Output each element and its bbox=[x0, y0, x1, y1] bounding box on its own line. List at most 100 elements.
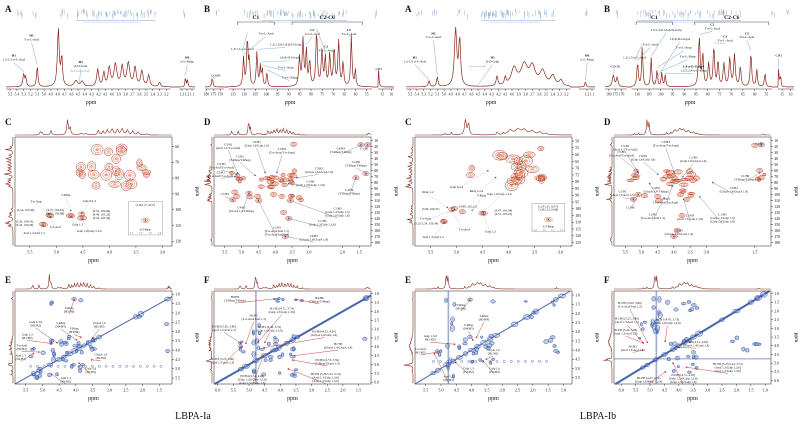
plot-frame bbox=[414, 136, 573, 247]
panel-lbpa-ib-f-noesy: F 6.0 5.5 5.0 4.5 4.0 3.5 3.0 2.5 2.0 1.5 1.0 1.0 1.5… bbox=[601, 271, 798, 408]
svg-text:4.2: 4.2 bbox=[496, 93, 501, 97]
svg-text:15: 15 bbox=[780, 93, 784, 97]
svg-text:C4/H1: C4/H1 bbox=[237, 205, 246, 209]
top-projection-trace bbox=[614, 119, 771, 136]
svg-text:C6/H4: C6/H4 bbox=[337, 147, 346, 151]
svg-text:C4/H1: C4/H1 bbox=[652, 186, 661, 190]
svg-text:(4.89, 102.22): (4.89, 102.22) bbox=[459, 205, 477, 210]
svg-text:75: 75 bbox=[320, 93, 324, 97]
x-axis: 5.5 5.4 5.3 5.2 5.1 5.0 4.9 4.8 4.7 4.6 4.5 4.4 4.3 4… bbox=[6, 88, 195, 97]
svg-text:α-L-Rhap: α-L-Rhap bbox=[581, 57, 595, 61]
svg-text:(H1/H2): (H1/H2) bbox=[16, 347, 26, 351]
axes: 5.5 5.0 4.5 4.0 3.5 3.0 1.5 10 20 30 40 50 60 70 80 90 1… bbox=[623, 139, 780, 255]
x-axis-label: ppm bbox=[486, 100, 497, 106]
contour-blobs bbox=[637, 295, 762, 374]
svg-text:α-L-Rhap: α-L-Rhap bbox=[181, 60, 195, 64]
svg-text:50: 50 bbox=[374, 163, 378, 167]
svg-text:4.0: 4.0 bbox=[278, 388, 283, 393]
svg-text:2.5: 2.5 bbox=[374, 319, 379, 323]
t1-noise-circle-row bbox=[29, 364, 163, 368]
svg-text:Galp 1,3: Galp 1,3 bbox=[72, 222, 83, 227]
svg-text:4.5: 4.5 bbox=[662, 388, 667, 393]
svg-text:2.0: 2.0 bbox=[140, 388, 145, 393]
region-bracket: C1 bbox=[635, 15, 673, 25]
svg-text:5.3: 5.3 bbox=[21, 93, 26, 97]
svg-text:1.4: 1.4 bbox=[533, 228, 537, 231]
svg-text:90: 90 bbox=[575, 194, 579, 198]
svg-text:(Galp 1,6/Galp 1,3,6): (Galp 1,6/Galp 1,3,6) bbox=[654, 321, 681, 326]
svg-text:4.1: 4.1 bbox=[503, 93, 508, 97]
svg-text:110: 110 bbox=[575, 221, 581, 225]
svg-text:3.9: 3.9 bbox=[517, 93, 522, 97]
svg-text:2.0: 2.0 bbox=[340, 250, 345, 255]
svg-text:5.3: 5.3 bbox=[421, 93, 426, 97]
panel-letter: D bbox=[604, 117, 611, 127]
svg-text:1,3/1,3,6/1,6-β-D-Galp: 1,3/1,3,6/1,6-β-D-Galp bbox=[270, 42, 302, 47]
svg-text:(Galp 1,3,6/Galp 1,6): (Galp 1,3,6/Galp 1,6) bbox=[239, 381, 266, 386]
t1-noise-circle-row bbox=[432, 360, 548, 363]
svg-text:(T-Rhap/T-Rhap): (T-Rhap/T-Rhap) bbox=[345, 163, 366, 167]
svg-text:T-α-L-Arap: T-α-L-Arap bbox=[278, 66, 294, 70]
vertical-streak bbox=[255, 291, 257, 384]
svg-text:(Galp 1,6/Galp 1,3,6): (Galp 1,6/Galp 1,3,6) bbox=[256, 329, 283, 334]
left-projection-trace bbox=[8, 291, 14, 384]
svg-text:H1: H1 bbox=[12, 54, 17, 58]
svg-text:2.0: 2.0 bbox=[340, 388, 345, 393]
svg-text:(T-α-Araf/Araf 1,3): (T-α-Araf/Araf 1,3) bbox=[265, 233, 289, 238]
svg-text:3.9: 3.9 bbox=[117, 93, 122, 97]
svg-text:2.5: 2.5 bbox=[123, 388, 128, 393]
svg-text:1.5: 1.5 bbox=[157, 388, 162, 393]
svg-text:60: 60 bbox=[175, 145, 179, 149]
svg-text:Araf 1,3/Araf 1,5: Araf 1,3/Araf 1,5 bbox=[23, 231, 45, 236]
svg-text:4.5: 4.5 bbox=[56, 388, 61, 393]
cross-peak-annotations: T-α-Arap 5-Rhap Galp 6/1,4 (5.14, 103.46) (4… bbox=[16, 193, 110, 236]
y-axis-label: ppm bbox=[393, 333, 398, 344]
svg-text:Galp 1,3: Galp 1,3 bbox=[463, 366, 474, 371]
svg-text:T-α-Araf: T-α-Araf bbox=[50, 225, 62, 229]
svg-text:4.5: 4.5 bbox=[575, 358, 580, 362]
svg-text:1.5: 1.5 bbox=[546, 388, 551, 393]
peak-list-strip bbox=[616, 9, 790, 23]
svg-text:H1/H3 (5.24, 3.84): H1/H3 (5.24, 3.84) bbox=[614, 328, 638, 333]
svg-text:95: 95 bbox=[575, 200, 579, 204]
svg-text:(GlcpA 1,6/GlcpA 1,4): (GlcpA 1,6/GlcpA 1,4) bbox=[665, 232, 693, 237]
svg-text:1.0: 1.0 bbox=[763, 388, 768, 393]
x-axis: 180 175 170 110 105 100 95 90 85 80 75 70 65 60 55 15 10 bbox=[605, 88, 794, 97]
svg-text:4.9: 4.9 bbox=[449, 93, 454, 97]
svg-text:110: 110 bbox=[175, 224, 181, 228]
svg-text:C1/H1: C1/H1 bbox=[756, 142, 765, 146]
svg-text:1,6-β-D-GlcpA: 1,6-β-D-GlcpA bbox=[669, 37, 690, 42]
svg-text:Rhap 1,2,4: Rhap 1,2,4 bbox=[470, 189, 484, 194]
peak-annotations: H11,3/1,5-α-L-ArafH1T-α-L-ArafH1β-D-Galp… bbox=[2, 34, 194, 83]
svg-text:1.0: 1.0 bbox=[575, 293, 580, 297]
svg-text:H1/H6 (4.47, 4.22): H1/H6 (4.47, 4.22) bbox=[637, 376, 661, 381]
svg-text:3.5: 3.5 bbox=[144, 93, 149, 97]
svg-text:T-Rhap: T-Rhap bbox=[65, 306, 75, 310]
svg-text:3.0: 3.0 bbox=[175, 330, 180, 334]
svg-text:(H1/H2): (H1/H2) bbox=[415, 351, 425, 355]
svg-text:10: 10 bbox=[789, 93, 793, 97]
svg-text:H1: H1 bbox=[490, 56, 495, 60]
svg-text:(T-α-Arap/T-α-Arap): (T-α-Arap/T-α-Arap) bbox=[653, 143, 679, 147]
svg-text:100: 100 bbox=[658, 93, 664, 97]
svg-text:15: 15 bbox=[381, 93, 385, 97]
svg-text:Araf 1,5: Araf 1,5 bbox=[61, 376, 72, 381]
svg-text:(4.47, 103.34): (4.47, 103.34) bbox=[495, 208, 513, 213]
panel-lbpa-ia-b-13c-spectrum: B 180 175 170 115 110 105 100 95 90 85 80 75 70 65 60 55… bbox=[201, 1, 398, 112]
svg-text:(GlcpA 1,6/GlcpA 1,6): (GlcpA 1,6/GlcpA 1,6) bbox=[305, 170, 333, 175]
inset-box: (1.24/1.25, 16.57)/(1.24/1.23, 16.96) 6-T… bbox=[531, 203, 565, 233]
svg-text:3.0: 3.0 bbox=[774, 327, 779, 331]
svg-text:2.5: 2.5 bbox=[515, 388, 520, 393]
svg-text:(T-Rhap/T-Rhap): (T-Rhap/T-Rhap) bbox=[229, 158, 250, 162]
panel-lbpa-ia-c-hsqc: C 5.5 5.0 4.5 4.0 3.5 3.0 60 70 80 90 100 110 120 ppm p… bbox=[2, 113, 199, 270]
panel-letter: E bbox=[5, 275, 11, 285]
svg-text:(Araf 1,5/Araf 1,5): (Araf 1,5/Araf 1,5) bbox=[212, 328, 236, 333]
svg-text:Galp 1,6/Galp 1,3,6: Galp 1,6/Galp 1,3,6 bbox=[77, 229, 102, 234]
svg-text:T-α-Arap: T-α-Arap bbox=[30, 200, 42, 204]
svg-text:160: 160 bbox=[774, 229, 780, 233]
y-axis-label: ppm bbox=[793, 187, 798, 198]
svg-text:1.2: 1.2 bbox=[139, 231, 143, 234]
svg-text:6-T-Rhap: 6-T-Rhap bbox=[543, 224, 555, 228]
svg-text:5.1: 5.1 bbox=[35, 93, 40, 97]
